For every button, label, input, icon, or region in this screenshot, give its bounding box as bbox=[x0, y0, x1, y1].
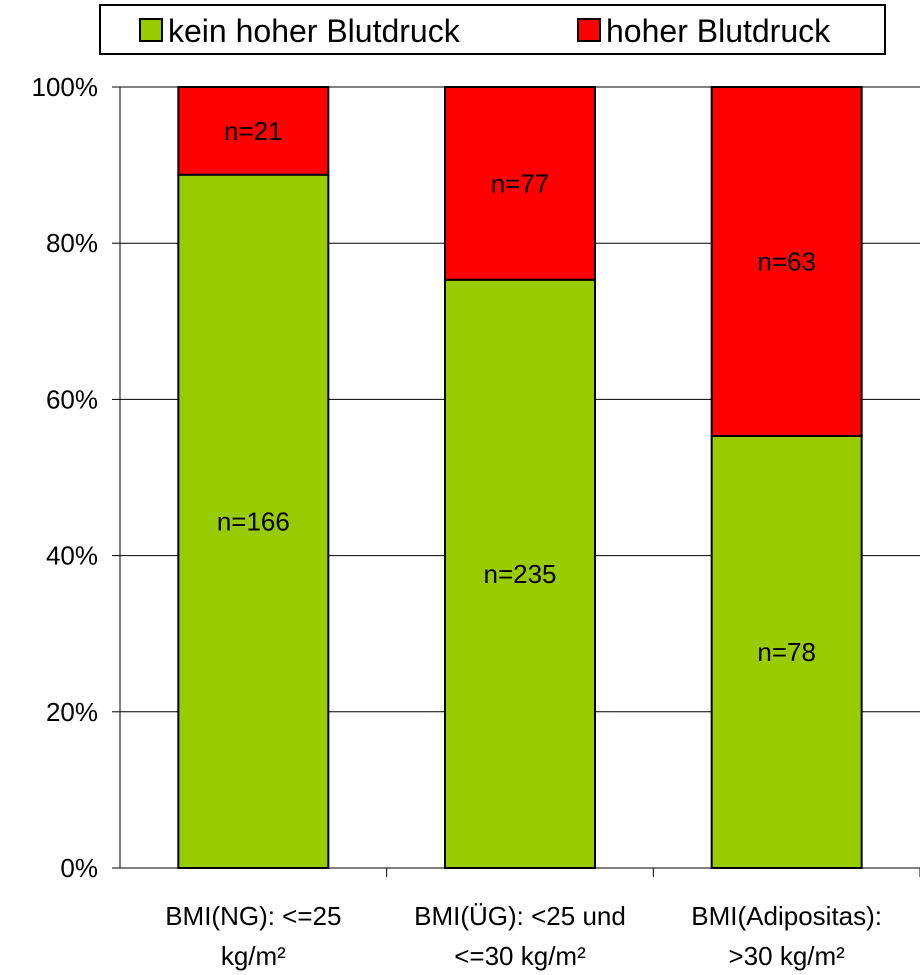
x-category-label: BMI(NG): <=25 bbox=[165, 901, 341, 931]
bar-data-label: n=78 bbox=[757, 637, 816, 667]
x-category-label: >30 kg/m² bbox=[729, 941, 846, 971]
bar-data-label: n=166 bbox=[217, 506, 290, 536]
legend-swatch bbox=[578, 19, 600, 41]
legend-swatch bbox=[140, 19, 162, 41]
x-axis-labels: BMI(NG): <=25 kg/m² BMI(ÜG): <25 und <=30 k… bbox=[165, 901, 882, 971]
legend: kein hoher Blutdruck hoher Blutdruck bbox=[100, 5, 885, 54]
x-category-label: kg/m² bbox=[221, 941, 286, 971]
legend-label: kein hoher Blutdruck bbox=[168, 13, 461, 49]
x-category-label: BMI(ÜG): <25 und bbox=[414, 901, 626, 931]
y-tick-label: 80% bbox=[46, 228, 98, 258]
y-tick-label: 100% bbox=[32, 72, 99, 102]
y-tick-label: 20% bbox=[46, 697, 98, 727]
legend-label: hoher Blutdruck bbox=[606, 13, 831, 49]
x-category-label: <=30 kg/m² bbox=[454, 941, 586, 971]
bar-data-label: n=21 bbox=[224, 116, 283, 146]
x-category-label: BMI(Adipositas): bbox=[691, 901, 882, 931]
bar-data-label: n=63 bbox=[757, 246, 816, 276]
bar-data-label: n=77 bbox=[491, 168, 550, 198]
y-tick-label: 40% bbox=[46, 541, 98, 571]
y-tick-label: 60% bbox=[46, 384, 98, 414]
y-tick-label: 0% bbox=[60, 853, 98, 883]
bars: n=166 n=21 n=235 n=77 n=78 n=63 bbox=[178, 87, 861, 868]
y-axis-ticks: 0% 20% 40% 60% 80% 100% bbox=[32, 72, 99, 883]
bar-data-label: n=235 bbox=[483, 559, 556, 589]
